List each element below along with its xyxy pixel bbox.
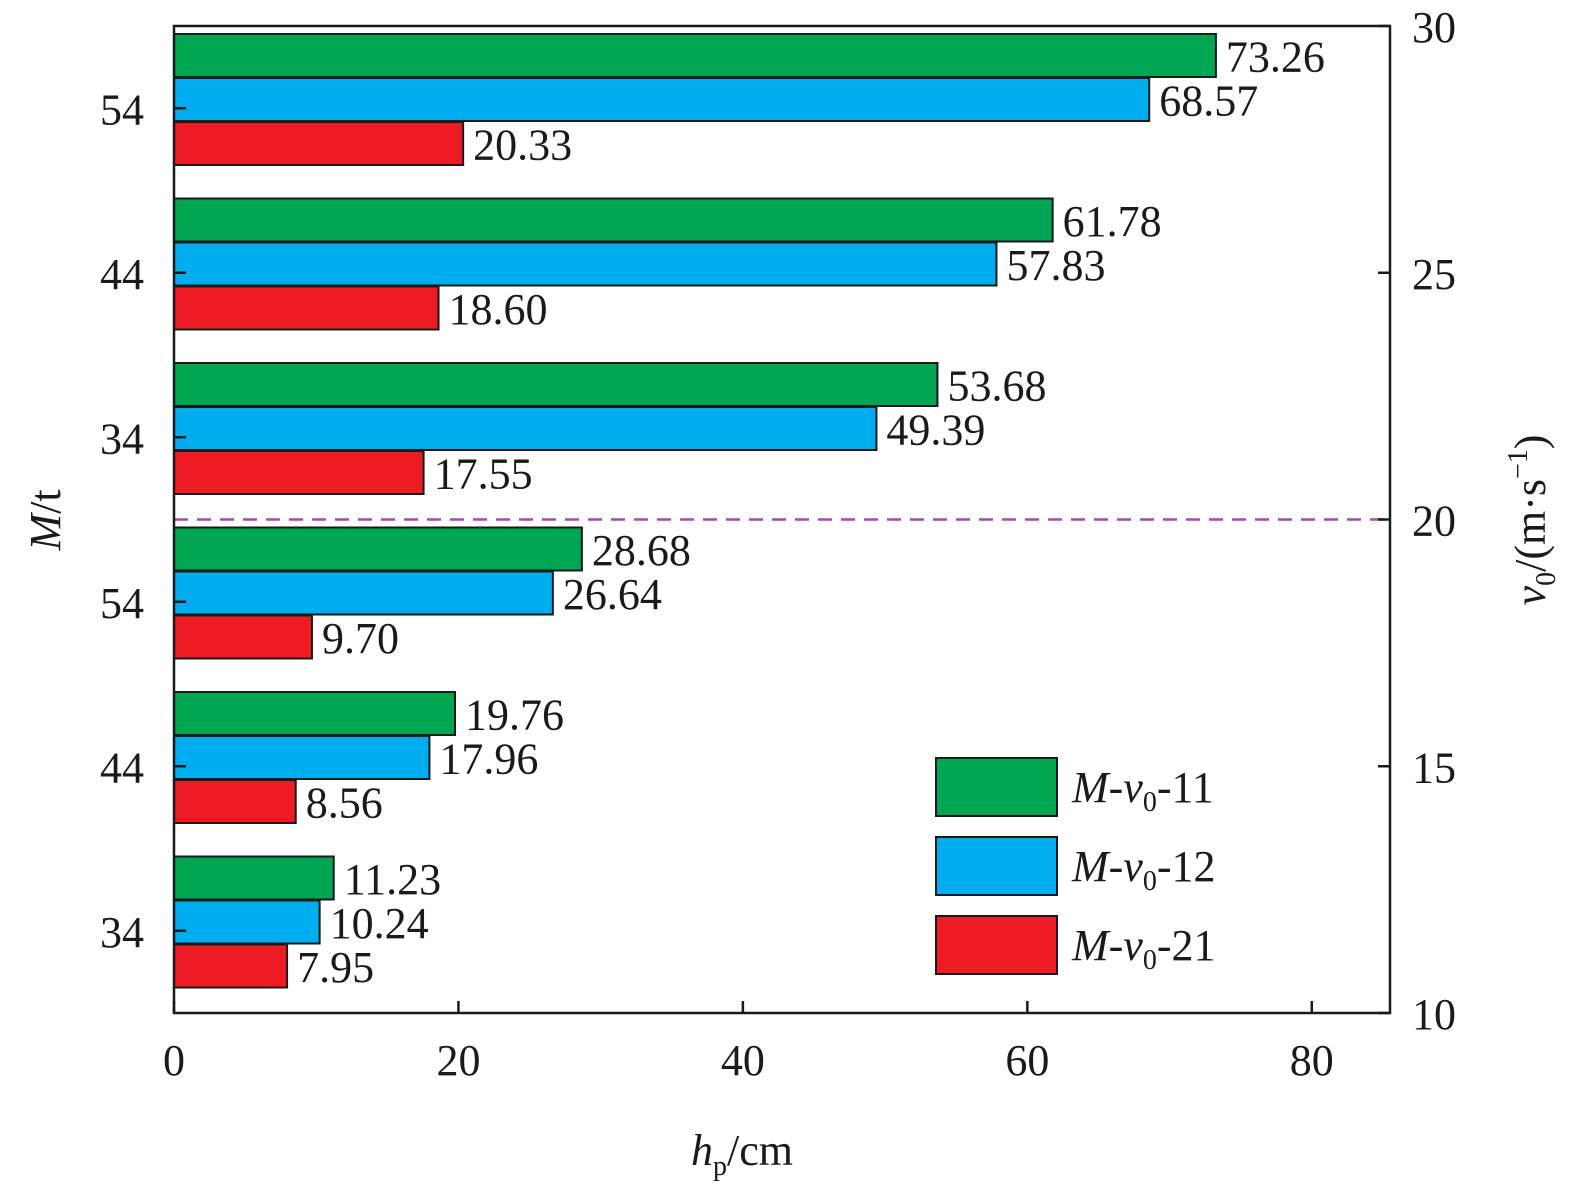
bar	[173, 33, 1217, 78]
legend-swatch	[935, 915, 1058, 975]
bar-value-label: 68.57	[1159, 77, 1258, 126]
legend-label: M-v0-11	[1071, 763, 1214, 818]
legend-swatch	[935, 836, 1058, 896]
bar	[173, 899, 321, 945]
bar	[173, 570, 554, 616]
legend-entry: M-v0-12	[935, 836, 1216, 897]
y-right-tick-label: 30	[1412, 3, 1456, 52]
bar	[173, 855, 335, 901]
bar-value-label: 20.33	[473, 121, 572, 170]
bar-value-label: 11.23	[344, 855, 441, 904]
bar-value-label: 61.78	[1063, 197, 1162, 246]
bars-group	[173, 33, 1217, 989]
legend-swatch	[935, 757, 1058, 817]
bar	[173, 406, 878, 451]
y-left-tick-label: 44	[100, 250, 144, 299]
legend-label: M-v0-21	[1071, 921, 1216, 976]
bar	[173, 362, 939, 407]
y-left-tick-label: 54	[100, 579, 144, 628]
x-tick-label: 0	[163, 1036, 185, 1085]
bar-value-label: 10.24	[330, 899, 429, 948]
bar-value-label: 28.68	[592, 526, 691, 575]
bar-value-label: 57.83	[1006, 241, 1105, 290]
bar-value-label: 49.39	[886, 406, 985, 455]
bar	[173, 526, 583, 572]
x-tick-label: 60	[1005, 1036, 1049, 1085]
bar	[173, 450, 425, 495]
bar-value-label: 8.56	[306, 779, 383, 828]
x-tick-label: 20	[436, 1036, 480, 1085]
y-right-tick-label: 15	[1412, 743, 1456, 792]
ticks-group: 54 44 34 54 44 34 0 20 40 60 80 10 15 20 25 30	[100, 3, 1456, 1085]
bar	[173, 121, 465, 166]
y-left-tick-label: 34	[100, 908, 144, 957]
bar-value-label: 17.96	[439, 735, 538, 784]
bar-value-label: 19.76	[465, 691, 564, 740]
y-right-axis-title: v0/(m·s−1)	[1503, 435, 1562, 606]
bar	[173, 614, 313, 660]
x-tick-label: 80	[1290, 1036, 1334, 1085]
bar-value-label: 7.95	[297, 943, 374, 992]
legend-entry: M-v0-21	[935, 915, 1216, 976]
bar	[173, 735, 431, 780]
bar-value-label: 73.26	[1226, 33, 1325, 82]
bar	[173, 197, 1054, 243]
legend-entry: M-v0-11	[935, 757, 1214, 818]
y-left-axis-title: M/t	[21, 489, 70, 551]
y-left-tick-label: 34	[100, 414, 144, 463]
x-tick-label: 40	[721, 1036, 765, 1085]
y-right-tick-label: 20	[1412, 497, 1456, 546]
bar	[173, 943, 289, 989]
bar	[173, 241, 998, 287]
x-axis-title: hp/cm	[691, 1126, 793, 1182]
bar-value-label: 9.70	[322, 614, 399, 663]
bar-value-label: 26.64	[563, 570, 662, 619]
bar-value-label: 53.68	[947, 362, 1046, 411]
y-left-tick-label: 44	[100, 743, 144, 792]
legend-label: M-v0-12	[1071, 842, 1216, 897]
bar	[173, 77, 1151, 122]
bar-value-label: 18.60	[449, 285, 548, 334]
bar	[173, 779, 297, 824]
bar	[173, 691, 457, 736]
y-left-tick-label: 54	[100, 85, 144, 134]
y-right-tick-label: 25	[1412, 250, 1456, 299]
bar-value-label: 17.55	[434, 450, 533, 499]
y-right-tick-label: 10	[1412, 990, 1456, 1039]
legend: M-v0-11 M-v0-12 M-v0-21	[935, 757, 1216, 976]
bar	[173, 285, 440, 331]
